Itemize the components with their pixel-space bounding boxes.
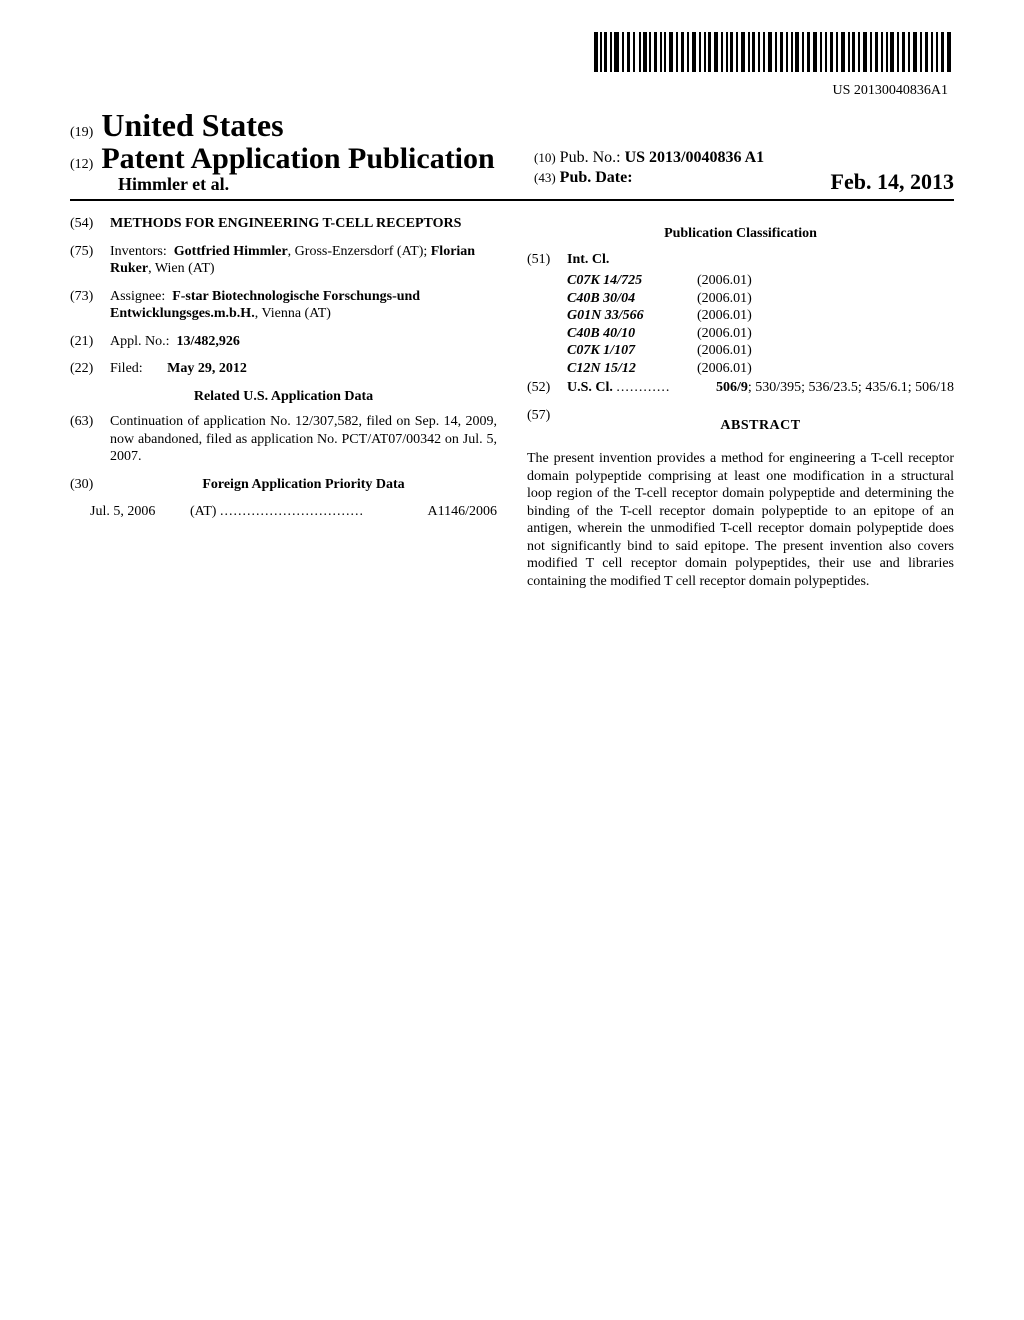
pubtype-tag: (12) xyxy=(70,157,93,172)
pubdate-tag: (43) xyxy=(534,170,556,185)
pubno-tag: (10) xyxy=(534,150,556,165)
filed-value: May 29, 2012 xyxy=(167,361,247,376)
pub-info-block: (10) Pub. No.: US 2013/0040836 A1 (43) P… xyxy=(534,149,954,195)
filed-label: Filed: xyxy=(110,361,143,376)
biblio-columns: (54) METHODS FOR ENGINEERING T-CELL RECE… xyxy=(70,215,954,590)
pubdate-label: Pub. Date: xyxy=(560,169,633,186)
barcode-image xyxy=(594,30,954,76)
right-column: Publication Classification (51) Int. Cl.… xyxy=(527,215,954,590)
abstract-tag: (57) xyxy=(527,407,567,441)
intcl-ver-1: (2006.01) xyxy=(697,290,752,308)
intcl-ver-3: (2006.01) xyxy=(697,325,752,343)
title-tag: (54) xyxy=(70,215,110,233)
intcl-code-2: G01N 33/566 xyxy=(567,307,697,325)
assignee-label: Assignee: xyxy=(110,289,165,304)
intcl-code-0: C07K 14/725 xyxy=(567,272,697,290)
uscl-rest: ; 530/395; 536/23.5; 435/6.1; 506/18 xyxy=(748,380,954,395)
continuation-tag: (63) xyxy=(70,413,110,466)
pubno-value: US 2013/0040836 A1 xyxy=(625,149,765,166)
masthead: (19) United States (12) Patent Applicati… xyxy=(70,107,954,195)
invention-title: METHODS FOR ENGINEERING T-CELL RECEPTORS xyxy=(110,216,461,231)
barcode-text: US 20130040836A1 xyxy=(70,83,948,99)
barcode-block: US 20130040836A1 xyxy=(70,30,954,99)
continuation-text: Continuation of application No. 12/307,5… xyxy=(110,413,497,466)
intcl-code-4: C07K 1/107 xyxy=(567,342,697,360)
uscl-label: U.S. Cl. xyxy=(567,380,613,395)
intcl-label: Int. Cl. xyxy=(567,252,609,267)
foreign-country: (AT) xyxy=(190,504,216,519)
filed-tag: (22) xyxy=(70,360,110,378)
country-name: United States xyxy=(101,107,283,143)
intcl-code-5: C12N 15/12 xyxy=(567,360,697,378)
abstract-label: ABSTRACT xyxy=(567,417,954,435)
abstract-text: The present invention provides a method … xyxy=(527,450,954,590)
intcl-tag: (51) xyxy=(527,251,567,269)
uscl-primary: 506/9 xyxy=(716,380,748,395)
intcl-ver-5: (2006.01) xyxy=(697,360,752,378)
leader-dots-2 xyxy=(616,380,670,395)
pubtype: Patent Application Publication xyxy=(101,142,494,175)
pubdate-value: Feb. 14, 2013 xyxy=(831,169,954,195)
uscl-tag: (52) xyxy=(527,379,567,397)
assignee-tag: (73) xyxy=(70,288,110,323)
intcl-code-1: C40B 30/04 xyxy=(567,290,697,308)
foreign-heading: Foreign Application Priority Data xyxy=(202,477,404,492)
leader-dots xyxy=(220,504,364,519)
applno-value: 13/482,926 xyxy=(177,334,240,349)
related-heading: Related U.S. Application Data xyxy=(70,388,497,406)
classification-heading: Publication Classification xyxy=(527,225,954,243)
applno-label: Appl. No.: xyxy=(110,334,170,349)
applno-tag: (21) xyxy=(70,333,110,351)
intcl-code-3: C40B 40/10 xyxy=(567,325,697,343)
inventor-1-loc: , Gross-Enzersdorf (AT); xyxy=(288,244,431,259)
left-column: (54) METHODS FOR ENGINEERING T-CELL RECE… xyxy=(70,215,497,590)
intcl-ver-0: (2006.01) xyxy=(697,272,752,290)
intcl-ver-2: (2006.01) xyxy=(697,307,752,325)
assignee-loc: , Vienna (AT) xyxy=(255,306,331,321)
country-tag: (19) xyxy=(70,125,93,140)
foreign-appno: A1146/2006 xyxy=(428,503,497,521)
intcl-table: C07K 14/725(2006.01) C40B 30/04(2006.01)… xyxy=(567,272,954,377)
foreign-tag: (30) xyxy=(70,476,110,494)
intcl-ver-4: (2006.01) xyxy=(697,342,752,360)
foreign-date: Jul. 5, 2006 xyxy=(90,503,190,521)
pubno-label: Pub. No.: xyxy=(560,149,621,166)
inventors-label: Inventors: xyxy=(110,244,167,259)
inventor-2-loc: , Wien (AT) xyxy=(148,261,214,276)
inventor-1: Gottfried Himmler xyxy=(174,244,288,259)
divider-top xyxy=(70,199,954,201)
inventors-tag: (75) xyxy=(70,243,110,278)
